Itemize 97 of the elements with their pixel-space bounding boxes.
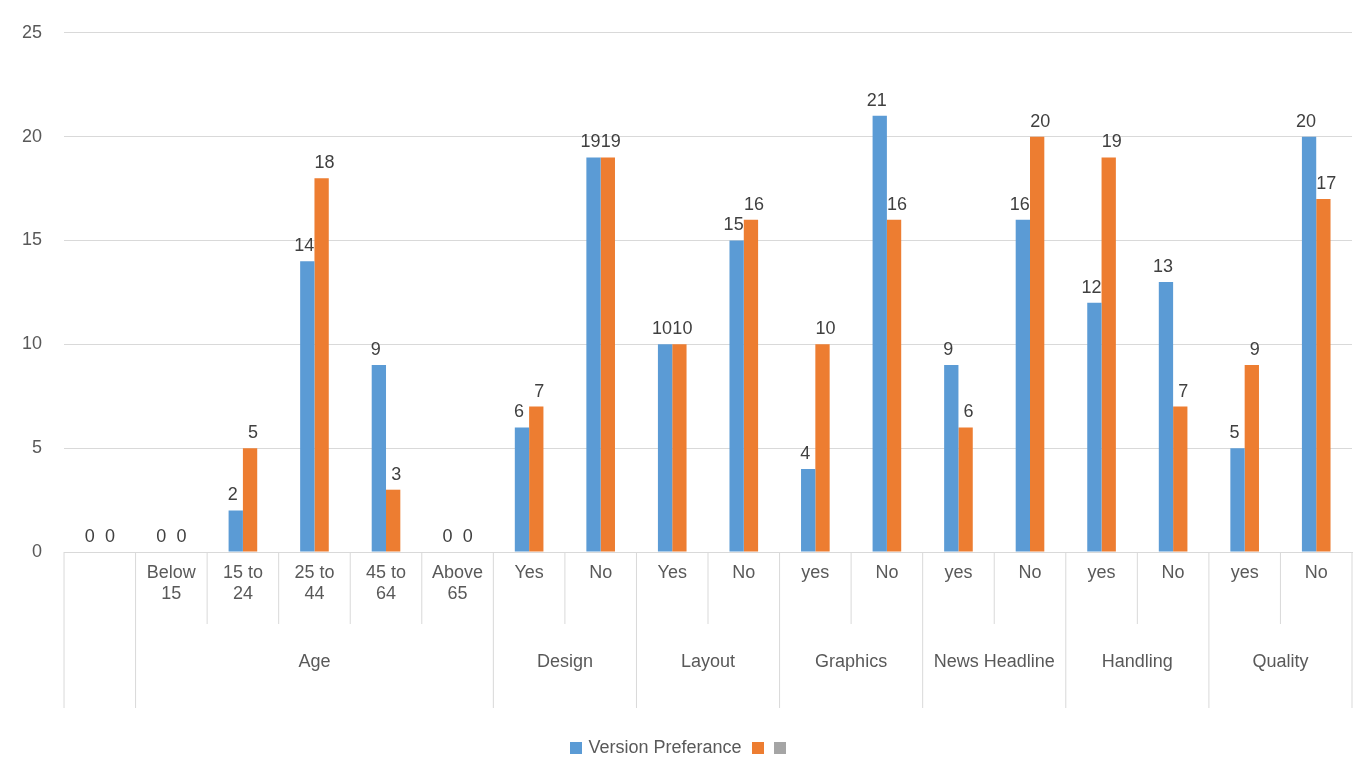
bar [386, 489, 401, 552]
x-tick-label: yes [944, 561, 973, 582]
y-tick-label: 25 [21, 21, 43, 42]
x-tick-label: Yes [657, 561, 687, 582]
data-label: 15 [723, 214, 744, 235]
bar [801, 468, 816, 552]
bar [743, 219, 759, 552]
x-tick-label: yes [1230, 561, 1259, 582]
bar [586, 157, 601, 552]
x-tick-label: No [875, 561, 899, 582]
bar [672, 344, 687, 552]
text: News Headline [933, 650, 1055, 671]
bar [300, 261, 315, 552]
data-label: 10 [652, 318, 673, 339]
x-tick-label: No [1161, 561, 1185, 582]
y-tick-label: 15 [21, 229, 43, 250]
bar [872, 115, 887, 552]
data-label: 0 [462, 525, 473, 546]
data-label: 12 [1081, 276, 1102, 297]
data-label: 6 [513, 401, 524, 422]
x-tick-label: No [589, 561, 613, 582]
bar [729, 240, 744, 552]
data-label: 6 [963, 401, 974, 422]
bar [600, 157, 615, 552]
x-tick-label: No [1304, 561, 1328, 582]
y-tick-label: 0 [32, 540, 43, 561]
x-tick-label: Above 65 [432, 561, 484, 604]
x-tick-label: yes [1087, 561, 1116, 582]
data-label: 21 [866, 89, 887, 110]
x-tick-label: 15 to 24 [222, 561, 263, 604]
data-label: 16 [887, 193, 908, 214]
x-tick-label: 25 to 44 [294, 561, 335, 604]
bar [1301, 136, 1317, 552]
data-label: 10 [672, 318, 693, 339]
bar [529, 406, 544, 552]
bar [1030, 136, 1045, 552]
x-tick-label: Below 15 [146, 561, 197, 604]
bar [1158, 282, 1174, 552]
x-tick-label: No [732, 561, 756, 582]
data-label: 13 [1152, 255, 1173, 276]
data-label: 9 [943, 339, 954, 360]
data-label: 20 [1030, 110, 1051, 131]
data-label: 10 [815, 318, 836, 339]
data-label: 14 [294, 235, 315, 256]
text: Handling [1101, 650, 1173, 671]
text: Quality [1252, 650, 1309, 671]
bar [1087, 302, 1102, 552]
bar [657, 344, 673, 552]
data-label: 16 [1009, 193, 1030, 214]
data-label: 19 [1101, 131, 1122, 152]
y-tick-label: 20 [21, 125, 43, 146]
data-label: 7 [1178, 380, 1189, 401]
y-tick-label: 5 [32, 437, 43, 458]
data-label: 5 [248, 422, 259, 443]
x-tick-label: Yes [514, 561, 544, 582]
bar [242, 448, 258, 552]
bar [314, 178, 329, 552]
bar [815, 344, 830, 552]
legend-label: Version Preferance [588, 737, 742, 758]
data-label: 0 [442, 525, 453, 546]
bar [944, 365, 959, 552]
bar [1230, 448, 1245, 552]
bar [958, 427, 973, 552]
data-label: 3 [391, 463, 402, 484]
data-label: 0 [176, 525, 187, 546]
y-tick-label: 10 [21, 333, 43, 354]
data-label: 5 [1229, 422, 1240, 443]
data-label: 19 [600, 131, 621, 152]
x-tick-label: 45 to 64 [365, 561, 407, 604]
data-label: 19 [580, 131, 601, 152]
data-label: 9 [370, 339, 381, 360]
data-label: 0 [156, 525, 167, 546]
bar [1244, 365, 1259, 552]
bar [1101, 157, 1116, 552]
bar [371, 365, 387, 552]
bar [228, 510, 243, 552]
data-label: 2 [227, 484, 238, 505]
bar [514, 427, 530, 552]
data-label: 16 [743, 193, 764, 214]
data-label: 4 [800, 442, 811, 463]
data-label: 0 [104, 525, 115, 546]
x-tick-label: No [1018, 561, 1042, 582]
data-label: 20 [1296, 110, 1317, 131]
bar [1173, 406, 1188, 552]
bar [886, 219, 902, 552]
x-tick-label: yes [801, 561, 830, 582]
text: Layout [680, 650, 736, 671]
data-label: 9 [1249, 339, 1260, 360]
text: Graphics [815, 650, 888, 671]
data-label: 18 [314, 152, 335, 173]
bar [1015, 219, 1031, 552]
data-label: 17 [1316, 172, 1337, 193]
data-label: 0 [84, 525, 95, 546]
text: Age [298, 650, 331, 671]
data-label: 7 [534, 380, 545, 401]
bar [1316, 198, 1331, 552]
text: Design [536, 650, 593, 671]
